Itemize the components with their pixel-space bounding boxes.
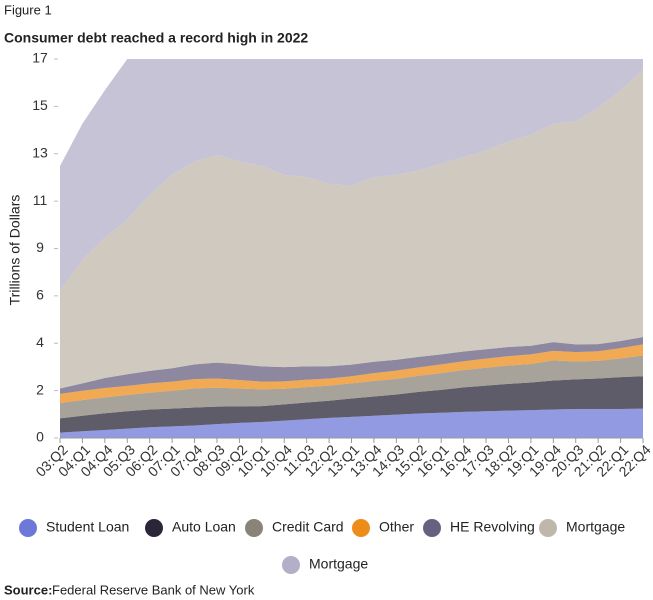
- plot-area: [60, 59, 643, 438]
- legend-swatch: [539, 519, 557, 537]
- y-tick-label: 6: [36, 287, 44, 303]
- y-tick-label: 9: [36, 239, 44, 255]
- chart-title: Consumer debt reached a record high in 2…: [4, 30, 308, 46]
- legend-swatch: [245, 519, 263, 537]
- legend-label: Auto Loan: [172, 519, 236, 535]
- area: [60, 344, 643, 403]
- y-tick-label: 4: [36, 334, 44, 350]
- legend-label: Student Loan: [46, 519, 129, 535]
- y-tick-label: 15: [32, 97, 48, 113]
- area: [60, 376, 643, 433]
- legend-label: Other: [379, 519, 414, 535]
- legend-swatch: [145, 519, 163, 537]
- source-label: Source:: [4, 582, 52, 597]
- area: [60, 355, 643, 419]
- legend-label: Mortgage: [309, 556, 368, 572]
- y-tick-label: 11: [33, 192, 48, 208]
- area: [60, 70, 643, 389]
- legend-label: HE Revolving: [450, 519, 535, 535]
- legend-label: Credit Card: [272, 519, 344, 535]
- figure-label: Figure 1: [4, 2, 52, 17]
- source: Federal Reserve Bank of New York: [52, 582, 255, 597]
- y-tick-label: 17: [32, 50, 48, 66]
- legend-swatch: [352, 519, 370, 537]
- legend-label: Mortgage: [566, 519, 625, 535]
- y-tick-label: 13: [32, 144, 48, 160]
- legend-swatch: [423, 519, 441, 537]
- area: [60, 408, 643, 438]
- legend-swatch: [282, 556, 300, 574]
- y-tick-label: 2: [36, 381, 44, 397]
- y-axis-label: Trillions of Dollars: [7, 195, 23, 306]
- area: [60, 337, 643, 394]
- legend-swatch: [19, 519, 37, 537]
- area: [60, 59, 643, 291]
- y-tick-label: 0: [36, 429, 44, 445]
